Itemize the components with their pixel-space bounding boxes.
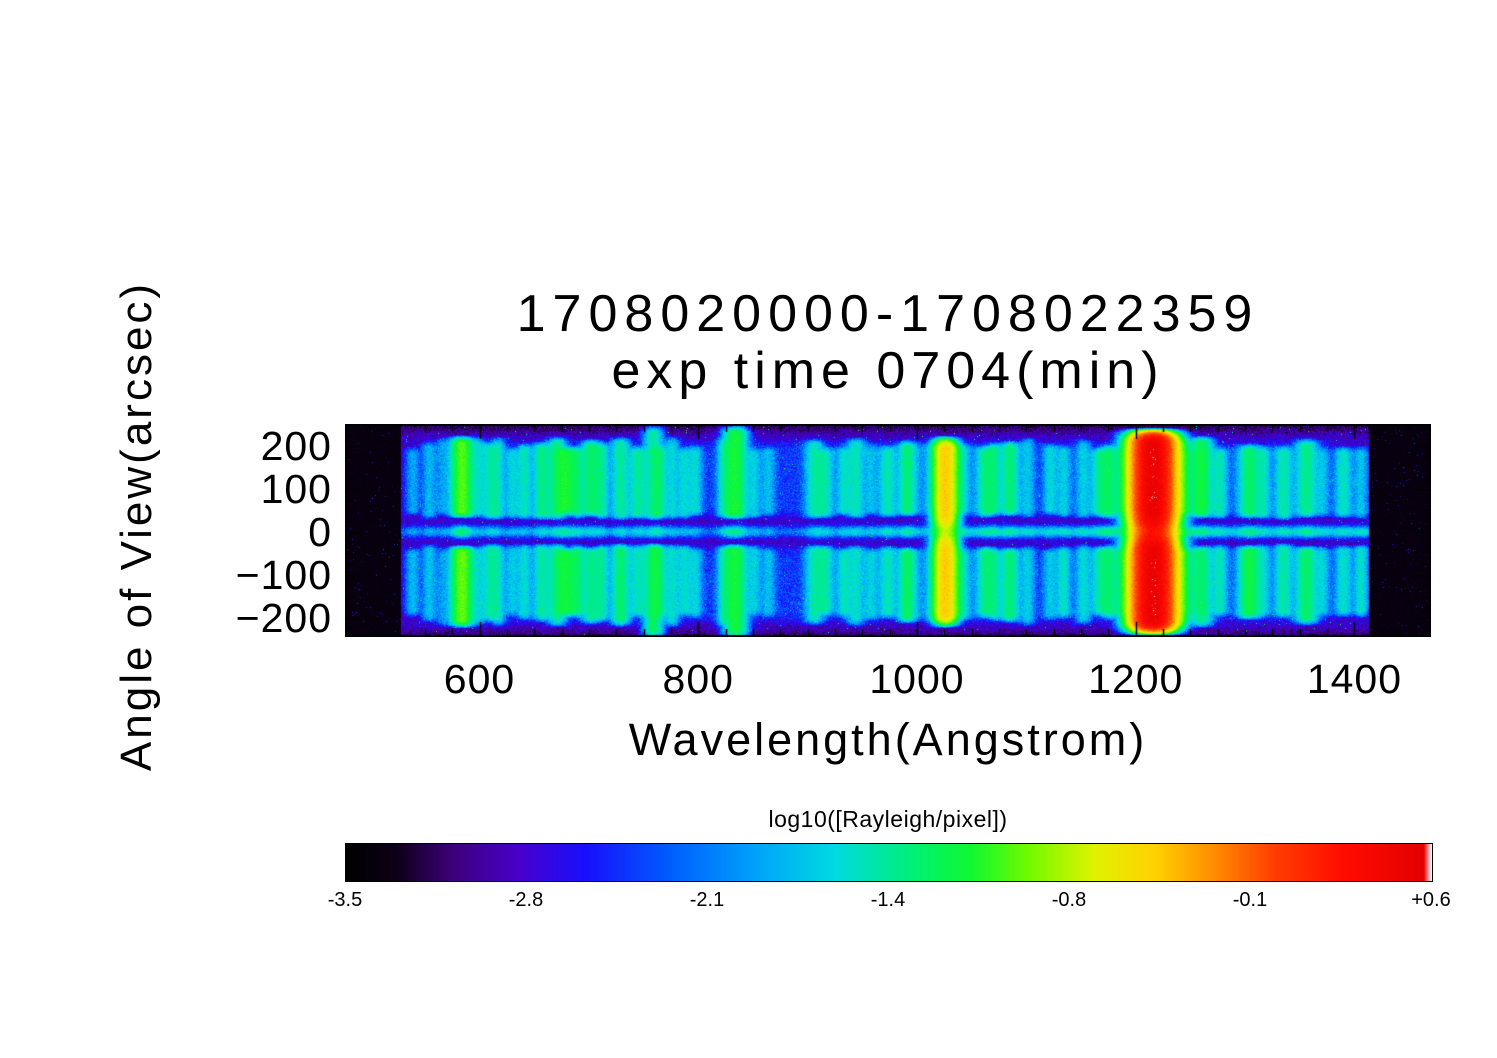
x-axis-label: Wavelength(Angstrom): [628, 714, 1148, 765]
colorbar-tick-label: -2.8: [508, 889, 544, 911]
plot-subtitle: exp time 0704(min): [611, 342, 1165, 400]
x-tick-label: 1400: [1306, 656, 1403, 702]
spectrogram-heatmap: [345, 424, 1431, 637]
colorbar-label: log10([Rayleigh/pixel]): [768, 806, 1008, 832]
plot-title: 1708020000-1708022359: [516, 285, 1260, 343]
y-tick-label: −200: [235, 594, 332, 641]
y-tick-label: −100: [235, 551, 332, 598]
colorbar-tick-label: -0.8: [1051, 889, 1087, 911]
x-tick-label: 1200: [1088, 656, 1184, 702]
colorbar-tick-label: -0.1: [1232, 889, 1268, 911]
colorbar-tick-label: -2.1: [689, 889, 725, 911]
colorbar-tick-label: -1.4: [870, 889, 906, 911]
colorbar-gradient: [345, 843, 1433, 882]
x-tick-label: 800: [662, 656, 734, 702]
y-tick-label: 100: [260, 465, 332, 512]
y-tick-label: 0: [308, 508, 332, 555]
x-tick-label: 600: [443, 656, 516, 702]
colorbar-tick-label: -3.5: [327, 889, 363, 911]
colorbar-tick-label: +0.6: [1411, 889, 1451, 911]
x-tick-label: 1000: [869, 656, 965, 702]
y-tick-label: 200: [260, 422, 332, 469]
